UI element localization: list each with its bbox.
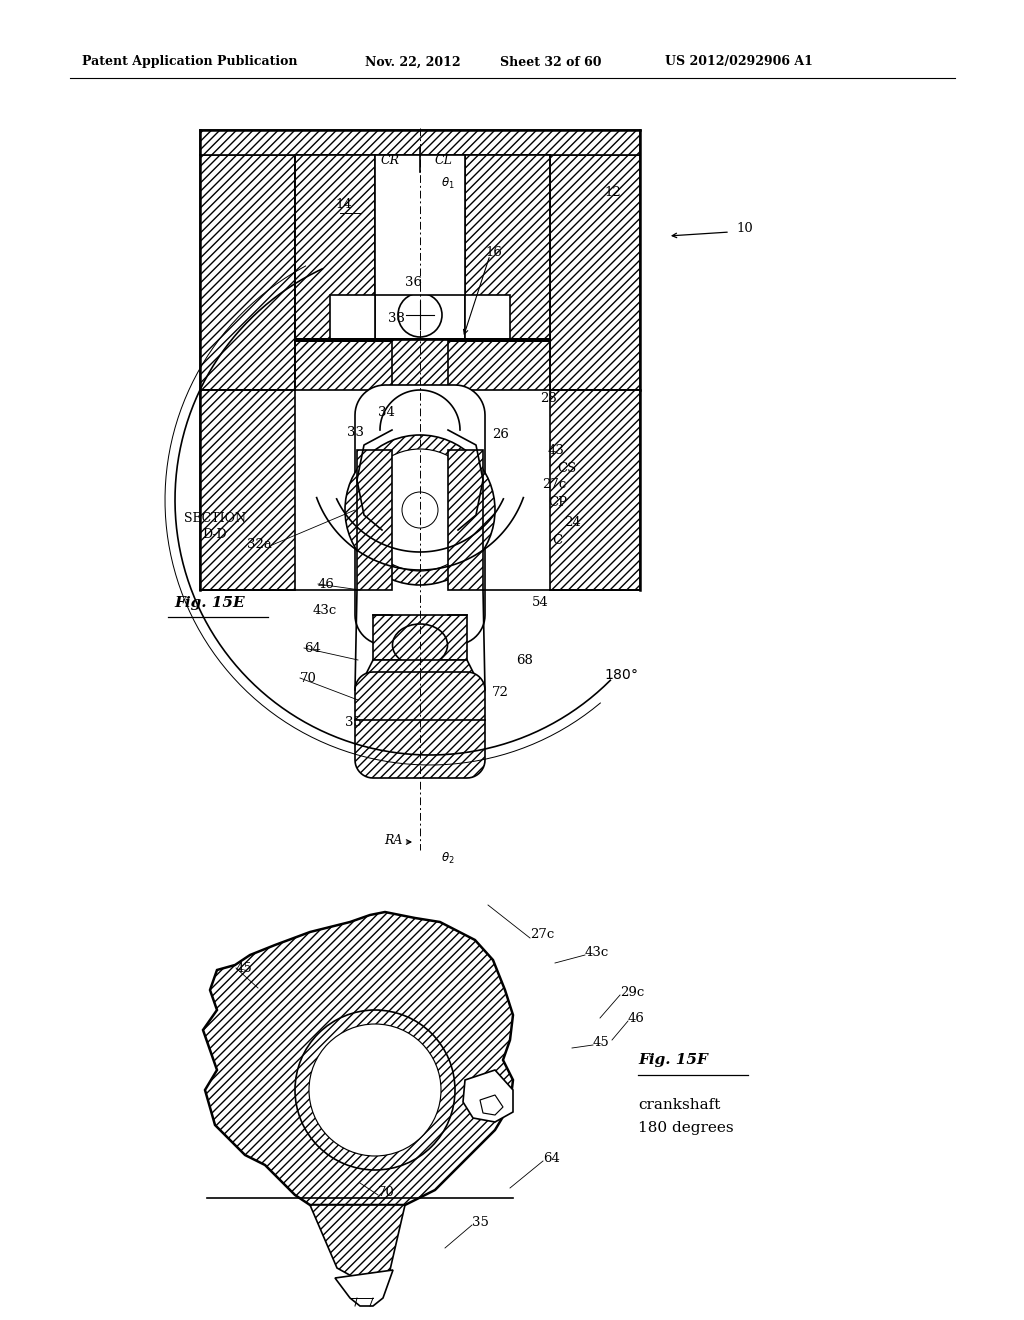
Text: 72: 72 [492, 685, 509, 698]
Polygon shape [200, 154, 295, 389]
Text: $\theta_2$: $\theta_2$ [441, 850, 455, 866]
Text: 12: 12 [604, 186, 621, 198]
Circle shape [359, 449, 481, 572]
Text: 45: 45 [593, 1035, 609, 1048]
Text: 32a: 32a [247, 539, 272, 552]
Text: 10: 10 [736, 222, 753, 235]
Text: D-D: D-D [203, 528, 227, 541]
Text: 36: 36 [406, 276, 422, 289]
Polygon shape [330, 294, 375, 341]
Text: 16: 16 [485, 246, 502, 259]
Text: 29c: 29c [620, 986, 644, 998]
Text: 64: 64 [304, 642, 321, 655]
Text: 68: 68 [516, 653, 532, 667]
Circle shape [345, 436, 495, 585]
Text: 33: 33 [347, 425, 364, 438]
Polygon shape [310, 1205, 406, 1280]
Polygon shape [335, 1270, 393, 1305]
Text: 64: 64 [543, 1151, 560, 1164]
Text: Sheet 32 of 60: Sheet 32 of 60 [500, 55, 601, 69]
Polygon shape [373, 615, 467, 660]
Circle shape [398, 293, 442, 337]
Text: Nov. 22, 2012: Nov. 22, 2012 [365, 55, 461, 69]
Text: CP: CP [548, 496, 567, 510]
Text: SECTION: SECTION [184, 511, 246, 524]
Polygon shape [550, 389, 640, 590]
Polygon shape [550, 154, 640, 389]
Text: 54: 54 [532, 595, 549, 609]
Text: 45: 45 [236, 961, 253, 974]
Text: Fig. 15E: Fig. 15E [175, 597, 246, 610]
Text: 14: 14 [335, 198, 352, 211]
Text: 34: 34 [378, 405, 395, 418]
Text: 43c: 43c [313, 603, 337, 616]
Text: 70: 70 [300, 672, 316, 685]
Circle shape [309, 1024, 441, 1156]
Polygon shape [200, 389, 295, 590]
Circle shape [402, 492, 438, 528]
Polygon shape [355, 672, 485, 777]
Polygon shape [355, 385, 485, 645]
Polygon shape [200, 129, 640, 154]
Text: CS: CS [557, 462, 577, 474]
Text: 43: 43 [548, 445, 565, 458]
Polygon shape [295, 341, 550, 389]
Polygon shape [463, 1071, 513, 1122]
Polygon shape [392, 341, 449, 430]
Text: 70: 70 [378, 1185, 395, 1199]
Text: 46: 46 [628, 1011, 645, 1024]
Text: 46: 46 [318, 578, 335, 590]
Text: Patent Application Publication: Patent Application Publication [82, 55, 298, 69]
Circle shape [295, 1010, 455, 1170]
Text: 26: 26 [492, 429, 509, 441]
Text: $\theta_1$: $\theta_1$ [441, 176, 455, 190]
Text: 27c: 27c [530, 928, 554, 941]
Text: Fig. 15F: Fig. 15F [638, 1053, 708, 1067]
Text: $180°$: $180°$ [604, 668, 638, 682]
Text: 38: 38 [388, 312, 404, 325]
Polygon shape [295, 154, 375, 341]
Text: 35: 35 [472, 1216, 488, 1229]
Text: 180 degrees: 180 degrees [638, 1121, 733, 1135]
Text: US 2012/0292906 A1: US 2012/0292906 A1 [665, 55, 813, 69]
Text: 28: 28 [540, 392, 557, 404]
Polygon shape [465, 154, 550, 341]
Polygon shape [465, 294, 510, 341]
Polygon shape [358, 660, 482, 690]
Polygon shape [449, 450, 483, 590]
Polygon shape [357, 450, 392, 590]
Polygon shape [203, 912, 513, 1205]
Text: crankshaft: crankshaft [638, 1098, 720, 1111]
Text: 27c: 27c [542, 479, 566, 491]
Text: C: C [552, 535, 562, 548]
Text: CR: CR [381, 153, 400, 166]
Text: 43c: 43c [585, 945, 609, 958]
Text: 24: 24 [564, 516, 581, 529]
Text: CL: CL [435, 153, 453, 166]
Ellipse shape [392, 624, 447, 667]
Text: RA: RA [385, 833, 403, 846]
Text: 35: 35 [345, 717, 361, 730]
Polygon shape [480, 1096, 503, 1115]
Polygon shape [295, 338, 550, 342]
Polygon shape [375, 154, 465, 294]
